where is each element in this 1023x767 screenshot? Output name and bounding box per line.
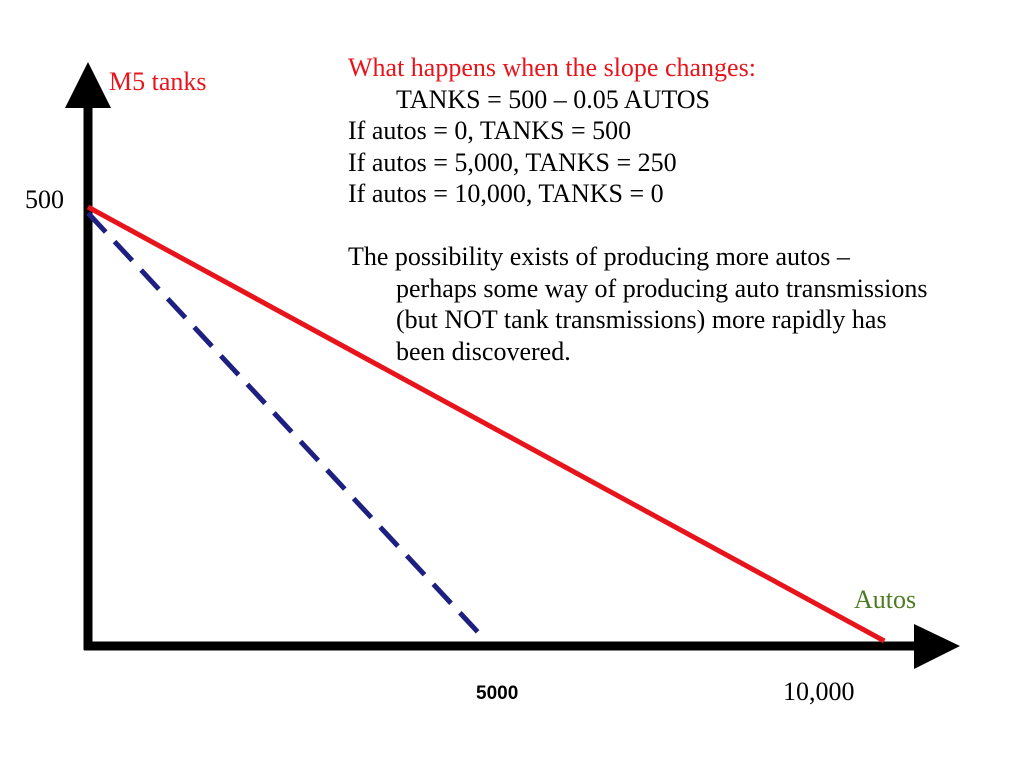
annotation-explanation-line-2: perhaps some way of producing auto trans…	[396, 273, 928, 303]
x-tick-label-10000: 10,000	[783, 677, 855, 706]
annotation-explanation-line-4: been discovered.	[396, 336, 571, 366]
annotation-text-block: What happens when the slope changes: TAN…	[348, 52, 927, 367]
x-axis-arrowhead	[914, 624, 960, 669]
annotation-equation: TANKS = 500 – 0.05 AUTOS	[396, 84, 711, 114]
annotation-explanation-line-1: The possibility exists of producing more…	[348, 242, 850, 271]
annotation-explanation-line-3: (but NOT tank transmissions) more rapidl…	[396, 305, 887, 334]
y-axis-arrowhead	[65, 62, 111, 108]
annotation-case-2: If autos = 5,000, TANKS = 250	[348, 147, 677, 177]
annotation-spacer	[348, 210, 927, 242]
series-line-solid	[86, 204, 886, 644]
y-tick-label-500: 500	[25, 185, 64, 214]
annotation-case-3: If autos = 10,000, TANKS = 0	[348, 179, 664, 208]
y-axis-label: M5 tanks	[109, 67, 207, 96]
series-line-dashed	[86, 211, 488, 643]
x-axis-label: Autos	[854, 585, 916, 614]
x-tick-label-5000: 5000	[476, 683, 518, 704]
annotation-heading: What happens when the slope changes:	[348, 53, 756, 82]
annotation-case-1: If autos = 0, TANKS = 500	[348, 116, 632, 145]
